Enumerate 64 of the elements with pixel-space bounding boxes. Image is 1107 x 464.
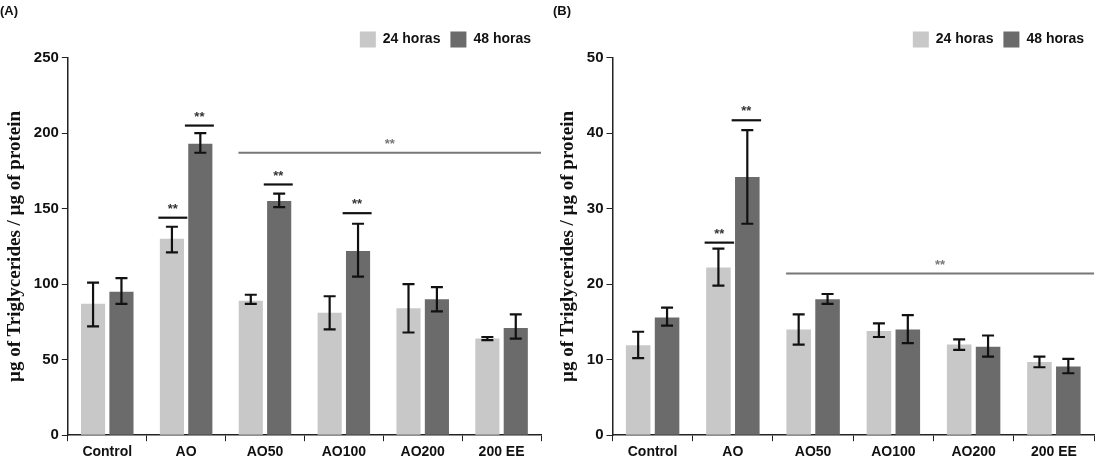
annotation: ** <box>194 108 206 124</box>
x-tick-label: AO50 <box>794 443 832 460</box>
bar <box>1027 361 1052 435</box>
y-axis-title: µg of Triglycerides / µg of protein <box>3 110 25 382</box>
bar <box>975 346 1001 435</box>
bar <box>735 176 760 435</box>
bar <box>503 327 528 435</box>
bar <box>317 312 342 435</box>
chart-title: (B) <box>553 3 572 19</box>
y-axis-title: µg of Triglycerides / µg of protein <box>556 110 578 382</box>
bar <box>706 267 731 435</box>
x-tick-label: AO50 <box>246 443 284 460</box>
y-tick-label: 100 <box>33 274 59 292</box>
y-tick-label: 0 <box>595 425 604 443</box>
y-tick-label: 30 <box>586 198 604 216</box>
y-tick-label: 50 <box>586 47 604 65</box>
y-tick-label: 20 <box>586 274 604 292</box>
bar <box>109 291 134 435</box>
annotation: ** <box>741 103 753 119</box>
bar <box>238 300 263 435</box>
annotation: ** <box>352 196 364 212</box>
annotation: ** <box>384 135 396 151</box>
annotation: ** <box>273 167 285 183</box>
chart-title: (A) <box>0 3 19 19</box>
bar <box>866 330 892 435</box>
legend-label: 48 horas <box>473 30 532 47</box>
y-tick-label: 200 <box>33 123 59 141</box>
y-tick-label: 0 <box>50 425 59 443</box>
bar <box>424 299 449 435</box>
x-tick-label: AO100 <box>871 443 916 460</box>
x-tick-label: Control <box>82 443 133 460</box>
y-tick-label: 250 <box>33 47 59 65</box>
x-tick-label: AO <box>722 443 744 460</box>
bar <box>786 329 811 435</box>
legend-label: 24 horas <box>935 30 994 47</box>
x-tick-label: AO200 <box>400 443 446 460</box>
x-tick-label: 200 EE <box>478 443 525 460</box>
y-tick-label: 10 <box>586 349 604 367</box>
bar <box>345 250 371 435</box>
y-tick-label: 40 <box>586 123 604 141</box>
bar <box>815 299 840 435</box>
bar <box>654 317 680 435</box>
bar <box>267 201 292 435</box>
x-tick-label: AO <box>175 443 197 460</box>
bar <box>475 338 500 435</box>
bar <box>396 308 421 435</box>
bar <box>81 303 106 435</box>
bar <box>159 238 184 435</box>
annotation: ** <box>934 256 947 272</box>
bar <box>1056 366 1081 435</box>
x-tick-label: 200 EE <box>1030 443 1077 460</box>
annotation: ** <box>167 200 179 216</box>
x-tick-label: AO100 <box>321 443 367 460</box>
x-tick-label: Control <box>627 443 678 460</box>
x-tick-label: AO200 <box>951 443 997 460</box>
legend-label: 48 horas <box>1026 30 1085 47</box>
bar <box>625 345 651 435</box>
bar <box>946 344 972 435</box>
y-tick-label: 50 <box>42 349 59 367</box>
annotation: ** <box>714 225 726 241</box>
bar <box>188 143 213 435</box>
y-tick-label: 150 <box>33 198 59 216</box>
legend-label: 24 horas <box>382 30 441 47</box>
bar <box>895 329 921 435</box>
